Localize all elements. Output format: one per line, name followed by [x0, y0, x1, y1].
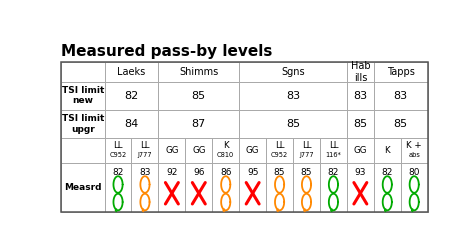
Bar — [239, 163, 266, 212]
Text: LL: LL — [113, 141, 123, 150]
Bar — [185, 138, 212, 163]
Text: 82: 82 — [124, 91, 139, 101]
Bar — [347, 163, 374, 212]
Text: Tapps: Tapps — [387, 67, 415, 77]
Text: LL: LL — [328, 141, 338, 150]
Bar — [374, 110, 427, 138]
Text: Sgns: Sgns — [281, 67, 305, 77]
Text: LL: LL — [275, 141, 284, 150]
Bar — [61, 82, 105, 110]
Text: 80: 80 — [408, 168, 420, 177]
Text: 84: 84 — [124, 119, 139, 129]
Bar — [105, 82, 159, 110]
Text: TSI limit
new: TSI limit new — [62, 86, 104, 105]
Bar — [105, 163, 131, 212]
Text: 83: 83 — [286, 91, 300, 101]
Text: 83: 83 — [394, 91, 408, 101]
Bar — [347, 110, 374, 138]
Bar — [347, 82, 374, 110]
Bar — [293, 163, 320, 212]
Text: 92: 92 — [166, 168, 178, 177]
Bar — [401, 163, 427, 212]
Bar — [159, 163, 185, 212]
Text: K: K — [385, 146, 390, 155]
Bar — [374, 82, 427, 110]
Bar — [159, 138, 185, 163]
Text: 85: 85 — [286, 119, 300, 129]
Text: Hab
ills: Hab ills — [350, 61, 370, 83]
Bar — [401, 138, 427, 163]
Bar — [239, 62, 347, 82]
Bar — [61, 62, 105, 82]
Bar — [266, 163, 293, 212]
Text: 85: 85 — [353, 119, 367, 129]
Text: C952: C952 — [271, 152, 288, 158]
Bar — [293, 138, 320, 163]
Text: J777: J777 — [299, 152, 314, 158]
Text: 96: 96 — [193, 168, 205, 177]
Bar — [320, 163, 347, 212]
Text: 82: 82 — [328, 168, 339, 177]
Bar — [159, 82, 239, 110]
Bar — [61, 62, 427, 212]
Text: 82: 82 — [382, 168, 393, 177]
Text: K +: K + — [407, 141, 422, 150]
Bar — [105, 138, 131, 163]
Text: GG: GG — [192, 146, 206, 155]
Bar — [105, 110, 159, 138]
Text: J777: J777 — [138, 152, 152, 158]
Text: GG: GG — [165, 146, 178, 155]
Bar — [185, 163, 212, 212]
Bar — [239, 82, 347, 110]
Text: LL: LL — [302, 141, 311, 150]
Text: K: K — [223, 141, 228, 150]
Text: C810: C810 — [217, 152, 234, 158]
Text: abs: abs — [408, 152, 420, 158]
Bar — [266, 138, 293, 163]
Bar — [131, 138, 159, 163]
Text: Measured pass-by levels: Measured pass-by levels — [61, 44, 273, 59]
Bar — [131, 163, 159, 212]
Text: 86: 86 — [220, 168, 231, 177]
Bar — [347, 62, 374, 82]
Bar — [212, 163, 239, 212]
Bar — [212, 138, 239, 163]
Bar — [61, 163, 105, 212]
Bar — [61, 138, 105, 163]
Bar — [320, 138, 347, 163]
Text: Measrd: Measrd — [64, 183, 102, 192]
Text: GG: GG — [246, 146, 259, 155]
Bar — [239, 110, 347, 138]
Text: 85: 85 — [394, 119, 408, 129]
Text: LL: LL — [140, 141, 150, 150]
Text: 83: 83 — [353, 91, 367, 101]
Text: 83: 83 — [139, 168, 151, 177]
Text: GG: GG — [354, 146, 367, 155]
Text: Shimms: Shimms — [179, 67, 218, 77]
Text: 85: 85 — [301, 168, 312, 177]
Text: 95: 95 — [247, 168, 258, 177]
Bar — [61, 110, 105, 138]
Bar — [105, 62, 159, 82]
Bar — [374, 163, 401, 212]
Text: Laeks: Laeks — [118, 67, 146, 77]
Bar — [159, 62, 239, 82]
Bar — [239, 138, 266, 163]
Bar — [159, 110, 239, 138]
Bar — [374, 62, 427, 82]
Bar — [374, 138, 401, 163]
Text: 85: 85 — [274, 168, 285, 177]
Text: C952: C952 — [109, 152, 127, 158]
Text: TSI limit
upgr: TSI limit upgr — [62, 114, 104, 134]
Text: 85: 85 — [192, 91, 206, 101]
Text: 82: 82 — [112, 168, 124, 177]
Bar — [347, 138, 374, 163]
Text: 87: 87 — [192, 119, 206, 129]
Text: 93: 93 — [355, 168, 366, 177]
Text: 116*: 116* — [326, 152, 341, 158]
